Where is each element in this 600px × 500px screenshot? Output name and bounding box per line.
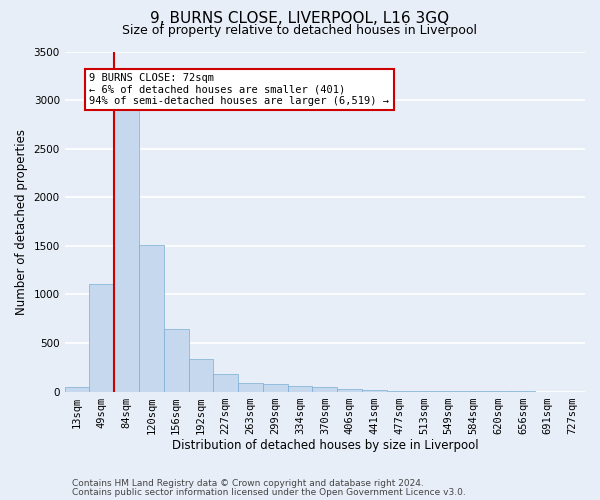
Bar: [387, 390, 412, 392]
Bar: [263, 384, 287, 392]
X-axis label: Distribution of detached houses by size in Liverpool: Distribution of detached houses by size …: [172, 440, 478, 452]
Bar: [164, 330, 188, 392]
Bar: [214, 374, 238, 392]
Bar: [65, 386, 89, 392]
Text: 9, BURNS CLOSE, LIVERPOOL, L16 3GQ: 9, BURNS CLOSE, LIVERPOOL, L16 3GQ: [151, 11, 449, 26]
Bar: [313, 386, 337, 392]
Bar: [287, 386, 313, 392]
Bar: [114, 108, 139, 392]
Bar: [89, 284, 114, 392]
Text: Size of property relative to detached houses in Liverpool: Size of property relative to detached ho…: [122, 24, 478, 37]
Bar: [139, 245, 164, 392]
Bar: [337, 388, 362, 392]
Y-axis label: Number of detached properties: Number of detached properties: [15, 128, 28, 314]
Bar: [188, 358, 214, 392]
Text: Contains HM Land Registry data © Crown copyright and database right 2024.: Contains HM Land Registry data © Crown c…: [72, 478, 424, 488]
Bar: [362, 390, 387, 392]
Bar: [238, 383, 263, 392]
Text: Contains public sector information licensed under the Open Government Licence v3: Contains public sector information licen…: [72, 488, 466, 497]
Text: 9 BURNS CLOSE: 72sqm
← 6% of detached houses are smaller (401)
94% of semi-detac: 9 BURNS CLOSE: 72sqm ← 6% of detached ho…: [89, 73, 389, 106]
